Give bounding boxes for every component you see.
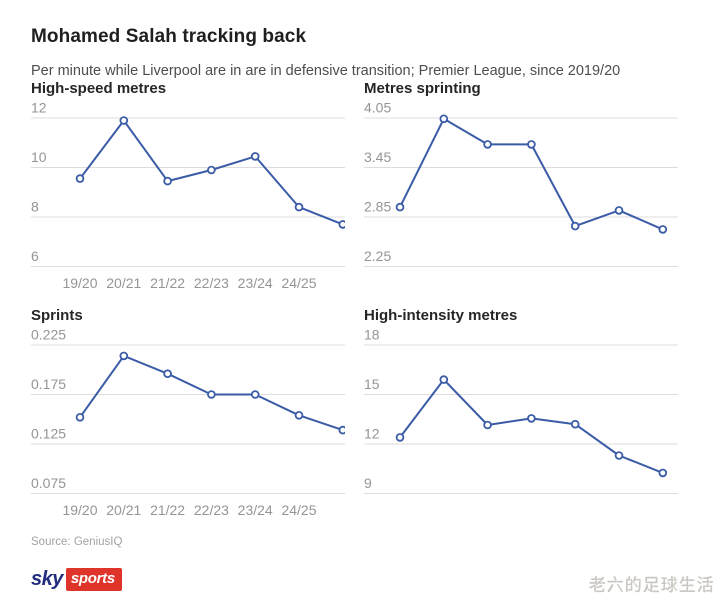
chart-high-speed-metres: High-speed metres 12 10 8 6 19/20 20/21 21/22 2… [31, 80, 351, 296]
data-point [658, 225, 668, 234]
y-tick-label: 8 [31, 199, 39, 215]
chart-title: Metres sprinting [364, 80, 481, 97]
data-point [527, 414, 536, 423]
y-tick-label: 12 [364, 426, 380, 442]
page-title: Mohamed Salah tracking back [31, 25, 307, 47]
data-point [483, 420, 492, 430]
data-point [338, 425, 345, 435]
source-label: Source: GeniusIQ [31, 536, 123, 548]
y-tick-label: 0.175 [31, 376, 66, 392]
sky-sports-logo: sky sports [31, 568, 122, 591]
y-tick-label: 0.125 [31, 426, 66, 442]
y-tick-label: 18 [364, 327, 380, 343]
data-point [570, 221, 580, 231]
data-point [207, 165, 216, 175]
x-tick-label: 20/21 [106, 502, 141, 518]
x-tick-label: 21/22 [150, 502, 185, 518]
chart-title: Sprints [31, 307, 83, 324]
data-line [399, 117, 664, 231]
data-point [338, 220, 345, 229]
x-tick-label: 23/24 [238, 275, 273, 291]
data-point [119, 351, 129, 361]
data-point [163, 176, 172, 186]
data-point [75, 174, 85, 183]
x-tick-label: 24/25 [281, 502, 316, 518]
x-tick-label: 24/25 [281, 275, 316, 291]
x-tick-label: 19/20 [62, 275, 97, 291]
watermark-text: 老六的足球生活 [589, 576, 715, 595]
data-point [75, 413, 85, 422]
data-point [439, 375, 449, 384]
sports-logo-badge: sports [65, 568, 122, 591]
data-point [395, 202, 405, 212]
data-point [614, 451, 624, 460]
data-point [614, 206, 624, 215]
high-intensity-metres-plot: 18 15 12 9 [364, 327, 678, 494]
x-tick-label: 23/24 [238, 502, 273, 518]
y-tick-label: 2.85 [364, 199, 391, 215]
x-tick-label: 19/20 [62, 502, 97, 518]
sky-logo-text: sky [31, 568, 63, 590]
metres-sprinting-plot: 4.05 3.45 2.85 2.25 [364, 100, 678, 267]
data-point [395, 433, 405, 442]
y-tick-label: 15 [364, 376, 380, 392]
x-tick-label: 22/23 [194, 502, 229, 518]
chart-sprints: Sprints 0.225 0.175 0.125 0.075 19/20 20/21 21… [31, 307, 351, 523]
x-tick-label: 20/21 [106, 275, 141, 291]
data-point [207, 390, 216, 399]
y-tick-label: 0.225 [31, 327, 66, 343]
page-subtitle: Per minute while Liverpool are in are in… [31, 62, 621, 79]
data-point [294, 411, 304, 420]
y-tick-label: 4.05 [364, 100, 391, 116]
data-point [439, 114, 449, 124]
data-point [250, 152, 260, 161]
y-tick-label: 3.45 [364, 149, 391, 165]
data-point [250, 390, 260, 399]
y-tick-label: 2.25 [364, 248, 391, 264]
chart-high-intensity-metres: High-intensity metres 18 15 12 9 [364, 307, 684, 502]
y-tick-label: 9 [364, 475, 372, 491]
chart-metres-sprinting: Metres sprinting 4.05 3.45 2.85 2.25 [364, 80, 684, 275]
data-point [119, 116, 129, 125]
data-line [399, 378, 664, 474]
y-tick-label: 12 [31, 100, 47, 116]
y-tick-label: 0.075 [31, 475, 66, 491]
data-point [658, 468, 668, 478]
data-point [527, 140, 536, 149]
y-tick-label: 6 [31, 248, 39, 264]
x-tick-label: 22/23 [194, 275, 229, 291]
data-point [483, 140, 492, 149]
chart-title: High-intensity metres [364, 307, 518, 324]
x-tick-label: 21/22 [150, 275, 185, 291]
sprints-plot: 0.225 0.175 0.125 0.075 19/20 20/21 21/22 22/23… [31, 327, 345, 518]
data-point [163, 369, 172, 378]
high-speed-metres-plot: 12 10 8 6 19/20 20/21 21/22 22/23 23/24 24/25 [31, 100, 345, 291]
data-point [570, 419, 580, 429]
chart-title: High-speed metres [31, 80, 167, 97]
data-point [294, 202, 304, 212]
y-tick-label: 10 [31, 149, 47, 165]
